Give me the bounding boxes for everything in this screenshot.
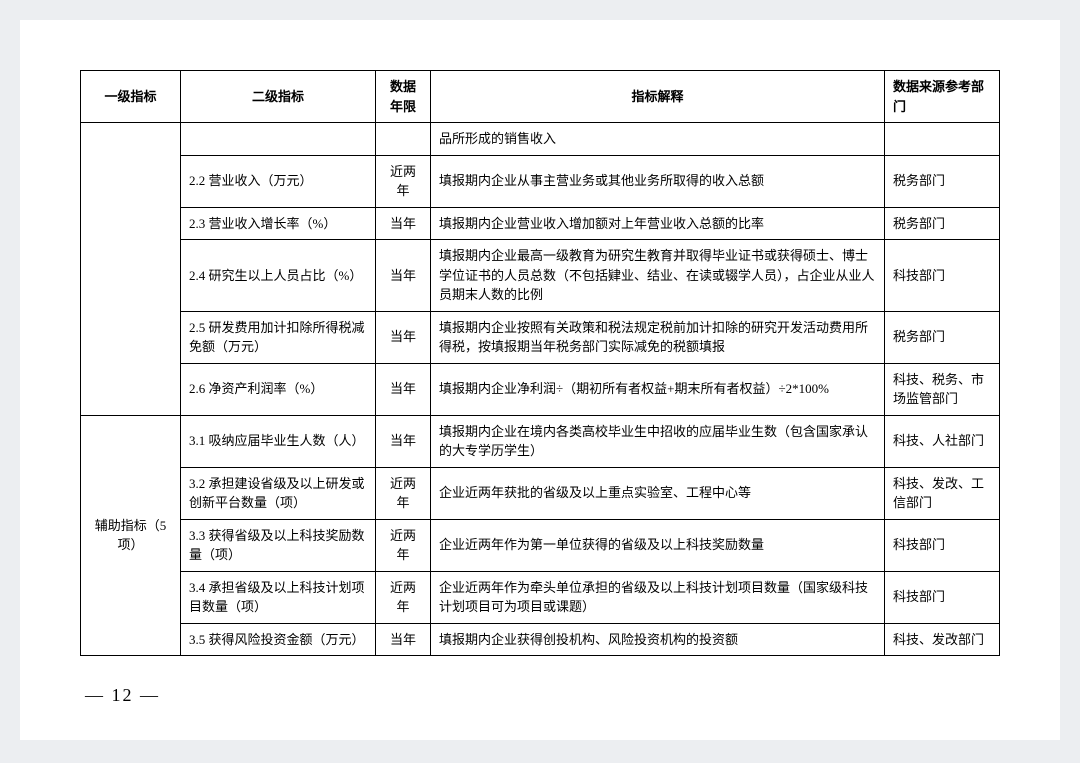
table-row: 3.3 获得省级及以上科技奖励数量（项） 近两年 企业近两年作为第一单位获得的省…: [81, 519, 1000, 571]
table-row: 3.4 承担省级及以上科技计划项目数量（项） 近两年 企业近两年作为牵头单位承担…: [81, 571, 1000, 623]
cell-group-1: [81, 123, 181, 416]
table-row: 2.6 净资产利润率（%） 当年 填报期内企业净利润÷（期初所有者权益+期末所有…: [81, 363, 1000, 415]
cell-c5: 科技部门: [885, 571, 1000, 623]
table-row: 3.2 承担建设省级及以上研发或创新平台数量（项） 近两年 企业近两年获批的省级…: [81, 467, 1000, 519]
table-row: 3.5 获得风险投资金额（万元） 当年 填报期内企业获得创投机构、风险投资机构的…: [81, 623, 1000, 656]
cell-c3: 近两年: [376, 519, 431, 571]
cell-c2: 2.5 研发费用加计扣除所得税减免额（万元）: [181, 311, 376, 363]
cell-c5: 税务部门: [885, 155, 1000, 207]
table-row: 2.5 研发费用加计扣除所得税减免额（万元） 当年 填报期内企业按照有关政策和税…: [81, 311, 1000, 363]
cell-c3: 当年: [376, 363, 431, 415]
cell-c3: 近两年: [376, 155, 431, 207]
cell-c2: 3.4 承担省级及以上科技计划项目数量（项）: [181, 571, 376, 623]
header-col-1: 一级指标: [81, 71, 181, 123]
document-page: 一级指标 二级指标 数据年限 指标解释 数据来源参考部门 品所形成的销售收入 2…: [20, 20, 1060, 740]
cell-c3: 当年: [376, 240, 431, 312]
cell-c5: 科技部门: [885, 519, 1000, 571]
cell-c2: [181, 123, 376, 156]
cell-c2: 3.5 获得风险投资金额（万元）: [181, 623, 376, 656]
cell-group-aux: 辅助指标（5 项）: [81, 415, 181, 656]
table-row: 辅助指标（5 项） 3.1 吸纳应届毕业生人数（人） 当年 填报期内企业在境内各…: [81, 415, 1000, 467]
header-col-4: 指标解释: [431, 71, 885, 123]
cell-c5: 科技部门: [885, 240, 1000, 312]
header-col-3: 数据年限: [376, 71, 431, 123]
table-row: 2.2 营业收入（万元） 近两年 填报期内企业从事主营业务或其他业务所取得的收入…: [81, 155, 1000, 207]
cell-c5: 科技、人社部门: [885, 415, 1000, 467]
cell-c3: [376, 123, 431, 156]
cell-c3: 近两年: [376, 467, 431, 519]
cell-c2: 2.3 营业收入增长率（%）: [181, 207, 376, 240]
cell-c4: 填报期内企业营业收入增加额对上年营业收入总额的比率: [431, 207, 885, 240]
indicator-table: 一级指标 二级指标 数据年限 指标解释 数据来源参考部门 品所形成的销售收入 2…: [80, 70, 1000, 656]
cell-c2: 2.2 营业收入（万元）: [181, 155, 376, 207]
table-row: 品所形成的销售收入: [81, 123, 1000, 156]
page-number: — 12 —: [85, 685, 160, 706]
cell-c3: 当年: [376, 207, 431, 240]
cell-c2: 3.1 吸纳应届毕业生人数（人）: [181, 415, 376, 467]
cell-c3: 当年: [376, 415, 431, 467]
table-row: 2.4 研究生以上人员占比（%） 当年 填报期内企业最高一级教育为研究生教育并取…: [81, 240, 1000, 312]
cell-c4: 填报期内企业获得创投机构、风险投资机构的投资额: [431, 623, 885, 656]
cell-c4: 填报期内企业净利润÷（期初所有者权益+期末所有者权益）÷2*100%: [431, 363, 885, 415]
header-col-2: 二级指标: [181, 71, 376, 123]
cell-c3: 当年: [376, 311, 431, 363]
cell-c2: 3.3 获得省级及以上科技奖励数量（项）: [181, 519, 376, 571]
cell-c3: 当年: [376, 623, 431, 656]
cell-c4: 企业近两年获批的省级及以上重点实验室、工程中心等: [431, 467, 885, 519]
cell-c4: 填报期内企业按照有关政策和税法规定税前加计扣除的研究开发活动费用所得税，按填报期…: [431, 311, 885, 363]
cell-c4: 填报期内企业在境内各类高校毕业生中招收的应届毕业生数（包含国家承认的大专学历学生…: [431, 415, 885, 467]
cell-c5: 税务部门: [885, 311, 1000, 363]
cell-c4: 品所形成的销售收入: [431, 123, 885, 156]
cell-c4: 企业近两年作为第一单位获得的省级及以上科技奖励数量: [431, 519, 885, 571]
table-header-row: 一级指标 二级指标 数据年限 指标解释 数据来源参考部门: [81, 71, 1000, 123]
cell-c5: 科技、发改部门: [885, 623, 1000, 656]
cell-c5: 税务部门: [885, 207, 1000, 240]
cell-c5: [885, 123, 1000, 156]
cell-c3: 近两年: [376, 571, 431, 623]
cell-c5: 科技、发改、工信部门: [885, 467, 1000, 519]
header-col-5: 数据来源参考部门: [885, 71, 1000, 123]
cell-c2: 3.2 承担建设省级及以上研发或创新平台数量（项）: [181, 467, 376, 519]
cell-c5: 科技、税务、市场监管部门: [885, 363, 1000, 415]
cell-c2: 2.4 研究生以上人员占比（%）: [181, 240, 376, 312]
cell-c4: 填报期内企业从事主营业务或其他业务所取得的收入总额: [431, 155, 885, 207]
table-row: 2.3 营业收入增长率（%） 当年 填报期内企业营业收入增加额对上年营业收入总额…: [81, 207, 1000, 240]
cell-c4: 企业近两年作为牵头单位承担的省级及以上科技计划项目数量（国家级科技计划项目可为项…: [431, 571, 885, 623]
cell-c2: 2.6 净资产利润率（%）: [181, 363, 376, 415]
cell-c4: 填报期内企业最高一级教育为研究生教育并取得毕业证书或获得硕士、博士学位证书的人员…: [431, 240, 885, 312]
